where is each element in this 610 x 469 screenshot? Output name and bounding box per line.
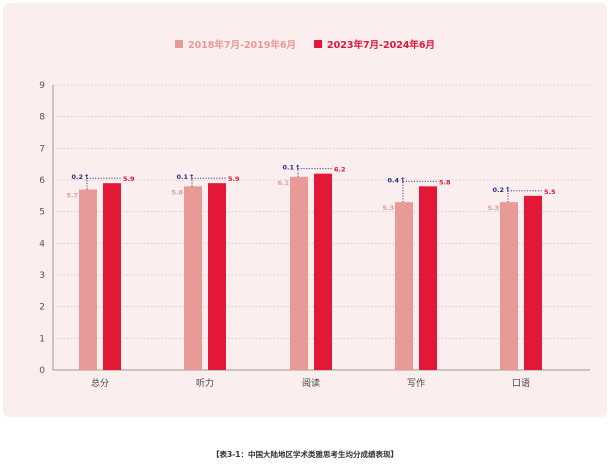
legend-swatch-series-2	[314, 40, 322, 48]
y-tick-label: 0	[39, 366, 45, 376]
x-tick-label: 阅读	[302, 377, 320, 389]
data-label-series-2: 5.5	[544, 188, 556, 196]
difference-label: 0.2	[492, 186, 504, 194]
y-tick-label: 5	[39, 208, 45, 218]
y-tick-label: 7	[39, 144, 45, 154]
bar-series-2	[524, 195, 542, 370]
legend-label-series-1: 2018年7月-2019年6月	[187, 40, 296, 51]
bar-series-1	[79, 189, 97, 370]
difference-label: 0.2	[71, 173, 83, 181]
y-tick-label: 6	[39, 176, 45, 186]
x-tick-label: 写作	[407, 377, 425, 389]
y-tick-label: 9	[39, 81, 45, 91]
difference-label: 0.4	[387, 176, 399, 184]
x-tick-label: 听力	[196, 377, 214, 389]
data-label-series-2: 6.2	[334, 166, 346, 174]
bar-series-2	[314, 173, 332, 370]
data-label-series-2: 5.9	[228, 175, 240, 183]
x-tick-label: 口语	[512, 378, 530, 389]
bar-series-1	[500, 202, 518, 370]
y-tick-label: 2	[39, 303, 45, 313]
up-arrow-icon: ↑	[84, 173, 90, 181]
difference-label: 0.1	[176, 173, 188, 181]
legend-item-series-2: 2023年7月-2024年6月	[314, 36, 435, 52]
up-arrow-icon: ↑	[400, 177, 406, 185]
data-label-series-2: 5.9	[123, 175, 135, 183]
data-label-series-1: 5.7	[66, 192, 78, 200]
up-arrow-icon: ↑	[295, 164, 301, 172]
data-label-series-1: 5.8	[171, 188, 183, 196]
legend-label-series-2: 2023年7月-2024年6月	[327, 40, 436, 51]
bar-series-2	[103, 183, 121, 370]
bar-series-2	[208, 183, 226, 370]
y-tick-label: 4	[39, 239, 45, 249]
y-tick-label: 3	[39, 271, 45, 281]
figure-caption: 【表3-1：中国大陆地区学术类雅思考生均分成绩表现】	[211, 450, 399, 459]
legend-swatch-series-1	[174, 40, 183, 48]
up-arrow-icon: ↑	[189, 173, 195, 181]
y-tick-label: 1	[39, 334, 45, 344]
bar-series-1	[184, 186, 202, 370]
chart-legend: 2018年7月-2019年6月 2023年7月-2024年6月	[0, 36, 610, 52]
bar-series-2	[419, 186, 437, 370]
data-label-series-1: 5.3	[487, 204, 499, 212]
up-arrow-icon: ↑	[505, 186, 511, 194]
data-label-series-1: 5.3	[382, 204, 394, 212]
legend-item-series-1: 2018年7月-2019年6月	[174, 36, 296, 52]
data-label-series-2: 5.8	[439, 178, 451, 186]
difference-label: 0.1	[282, 164, 294, 172]
y-tick-label: 8	[39, 113, 45, 123]
data-label-series-1: 6.1	[277, 179, 289, 187]
x-tick-label: 总分	[91, 377, 109, 389]
bar-series-1	[290, 176, 308, 370]
bar-series-1	[395, 202, 413, 370]
